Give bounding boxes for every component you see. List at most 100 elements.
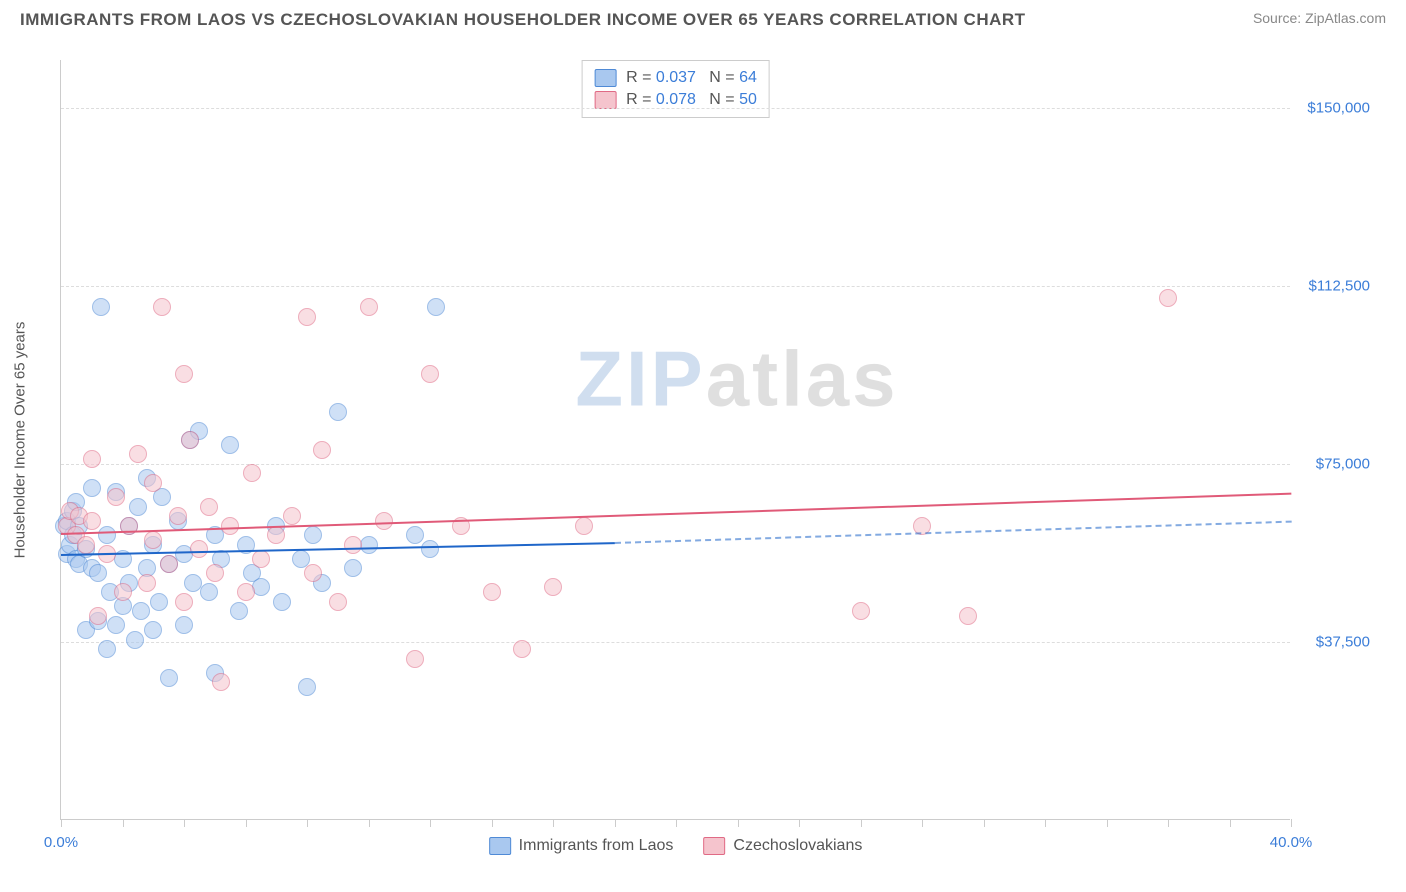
data-point-czech bbox=[304, 564, 322, 582]
gridline bbox=[61, 108, 1290, 109]
data-point-czech bbox=[107, 488, 125, 506]
x-tick bbox=[1168, 819, 1169, 827]
data-point-czech bbox=[243, 464, 261, 482]
data-point-czech bbox=[83, 450, 101, 468]
watermark: ZIPatlas bbox=[575, 333, 898, 424]
source-attribution: Source: ZipAtlas.com bbox=[1253, 10, 1386, 26]
data-point-laos bbox=[360, 536, 378, 554]
legend-correlation-text: R = 0.037 N = 64 bbox=[626, 69, 757, 87]
data-point-czech bbox=[513, 640, 531, 658]
watermark-zip: ZIP bbox=[575, 334, 705, 422]
data-point-czech bbox=[160, 555, 178, 573]
x-tick bbox=[984, 819, 985, 827]
data-point-laos bbox=[89, 564, 107, 582]
data-point-czech bbox=[267, 526, 285, 544]
legend-swatch bbox=[594, 69, 616, 87]
data-point-laos bbox=[107, 616, 125, 634]
data-point-czech bbox=[252, 550, 270, 568]
x-tick bbox=[430, 819, 431, 827]
legend-series-label: Immigrants from Laos bbox=[519, 837, 674, 855]
data-point-czech bbox=[483, 583, 501, 601]
data-point-laos bbox=[129, 498, 147, 516]
data-point-czech bbox=[237, 583, 255, 601]
y-tick-label: $150,000 bbox=[1295, 99, 1370, 116]
data-point-czech bbox=[175, 365, 193, 383]
data-point-laos bbox=[98, 526, 116, 544]
legend-swatch bbox=[703, 837, 725, 855]
data-point-czech bbox=[375, 512, 393, 530]
x-tick bbox=[922, 819, 923, 827]
data-point-czech bbox=[329, 593, 347, 611]
data-point-czech bbox=[544, 578, 562, 596]
x-tick bbox=[492, 819, 493, 827]
data-point-czech bbox=[169, 507, 187, 525]
data-point-czech bbox=[190, 540, 208, 558]
gridline bbox=[61, 464, 1290, 465]
data-point-laos bbox=[304, 526, 322, 544]
data-point-laos bbox=[144, 621, 162, 639]
data-point-laos bbox=[221, 436, 239, 454]
trend-line bbox=[614, 521, 1291, 544]
y-axis-label: Householder Income Over 65 years bbox=[12, 322, 29, 559]
legend-swatch bbox=[489, 837, 511, 855]
plot-area: ZIPatlas R = 0.037 N = 64 R = 0.078 N = 5… bbox=[60, 60, 1290, 820]
y-tick-label: $37,500 bbox=[1295, 633, 1370, 650]
data-point-czech bbox=[153, 298, 171, 316]
legend-swatch bbox=[594, 91, 616, 109]
source-prefix: Source: bbox=[1253, 10, 1305, 26]
x-tick-label-max: 40.0% bbox=[1270, 834, 1313, 851]
data-point-laos bbox=[160, 669, 178, 687]
data-point-czech bbox=[283, 507, 301, 525]
x-tick bbox=[1107, 819, 1108, 827]
data-point-czech bbox=[959, 607, 977, 625]
data-point-czech bbox=[313, 441, 331, 459]
data-point-laos bbox=[421, 540, 439, 558]
data-point-czech bbox=[175, 593, 193, 611]
data-point-laos bbox=[273, 593, 291, 611]
x-tick bbox=[615, 819, 616, 827]
x-tick bbox=[123, 819, 124, 827]
chart-container: Householder Income Over 65 years ZIPatla… bbox=[50, 60, 1370, 820]
data-point-czech bbox=[114, 583, 132, 601]
gridline bbox=[61, 286, 1290, 287]
data-point-czech bbox=[212, 673, 230, 691]
data-point-laos bbox=[92, 298, 110, 316]
x-tick bbox=[61, 819, 62, 827]
x-tick bbox=[246, 819, 247, 827]
data-point-czech bbox=[1159, 289, 1177, 307]
data-point-laos bbox=[126, 631, 144, 649]
x-tick bbox=[799, 819, 800, 827]
data-point-czech bbox=[421, 365, 439, 383]
data-point-czech bbox=[575, 517, 593, 535]
data-point-czech bbox=[221, 517, 239, 535]
data-point-czech bbox=[144, 474, 162, 492]
x-tick bbox=[369, 819, 370, 827]
x-tick bbox=[676, 819, 677, 827]
data-point-czech bbox=[360, 298, 378, 316]
x-tick-label-min: 0.0% bbox=[44, 834, 78, 851]
data-point-czech bbox=[129, 445, 147, 463]
data-point-czech bbox=[206, 564, 224, 582]
data-point-laos bbox=[132, 602, 150, 620]
chart-title: IMMIGRANTS FROM LAOS VS CZECHOSLOVAKIAN … bbox=[20, 10, 1026, 30]
gridline bbox=[61, 642, 1290, 643]
x-tick bbox=[1045, 819, 1046, 827]
x-tick bbox=[1291, 819, 1292, 827]
legend-series-item: Czechoslovakians bbox=[703, 837, 862, 855]
data-point-laos bbox=[427, 298, 445, 316]
x-tick bbox=[553, 819, 554, 827]
data-point-czech bbox=[200, 498, 218, 516]
data-point-czech bbox=[344, 536, 362, 554]
data-point-laos bbox=[329, 403, 347, 421]
legend-series-label: Czechoslovakians bbox=[733, 837, 862, 855]
x-tick bbox=[184, 819, 185, 827]
legend-series: Immigrants from Laos Czechoslovakians bbox=[489, 837, 863, 855]
data-point-laos bbox=[252, 578, 270, 596]
legend-correlation-text: R = 0.078 N = 50 bbox=[626, 91, 757, 109]
x-tick bbox=[861, 819, 862, 827]
source-name: ZipAtlas.com bbox=[1305, 10, 1386, 26]
data-point-czech bbox=[181, 431, 199, 449]
y-tick-label: $112,500 bbox=[1295, 277, 1370, 294]
data-point-laos bbox=[98, 640, 116, 658]
data-point-laos bbox=[298, 678, 316, 696]
